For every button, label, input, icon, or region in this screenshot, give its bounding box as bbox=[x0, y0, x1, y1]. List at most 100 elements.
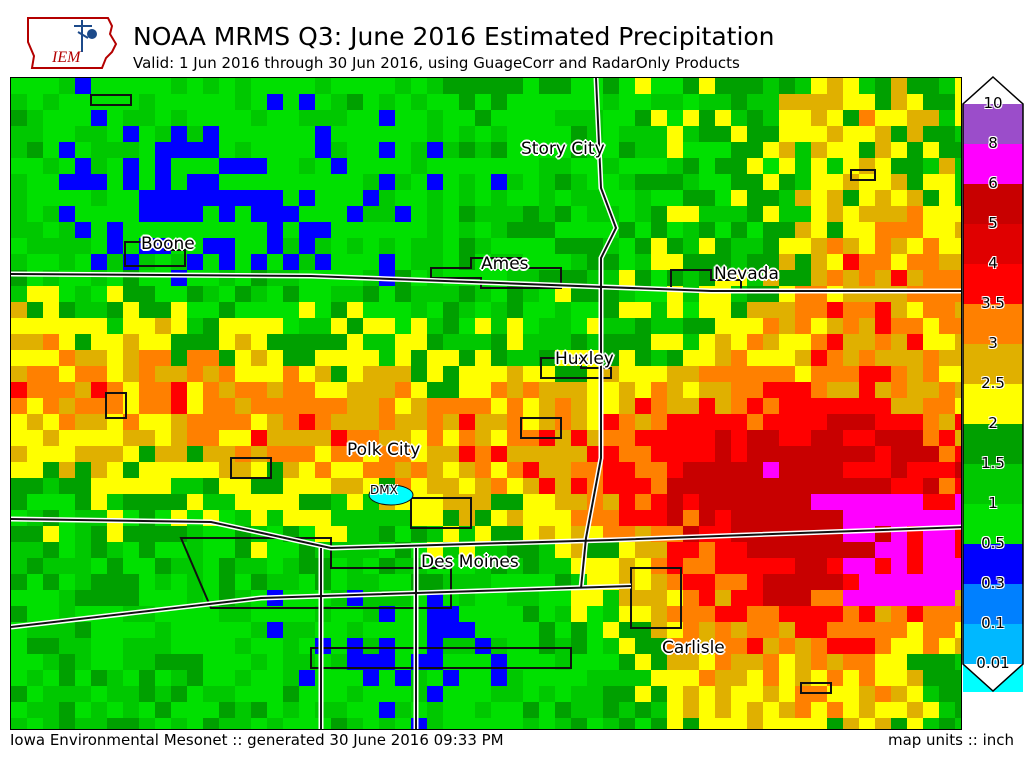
precip-cell bbox=[539, 334, 556, 351]
precip-cell bbox=[923, 238, 940, 255]
precip-cell bbox=[779, 78, 796, 95]
precip-cell bbox=[267, 94, 284, 111]
precip-cell bbox=[651, 94, 668, 111]
precip-cell bbox=[459, 334, 476, 351]
precip-cell bbox=[763, 574, 780, 591]
precip-cell bbox=[443, 350, 460, 367]
precip-cell bbox=[235, 558, 252, 575]
precip-cell bbox=[571, 590, 588, 607]
precip-cell bbox=[475, 110, 492, 127]
precip-cell bbox=[747, 590, 764, 607]
precip-cell bbox=[411, 350, 428, 367]
precip-cell bbox=[155, 574, 172, 591]
precip-cell bbox=[427, 382, 444, 399]
precip-cell bbox=[43, 142, 60, 159]
precip-cell bbox=[107, 590, 124, 607]
precip-cell bbox=[539, 638, 556, 655]
precip-cell bbox=[715, 398, 732, 415]
precip-cell bbox=[395, 414, 412, 431]
precip-cell bbox=[683, 702, 700, 719]
precip-cell bbox=[123, 190, 140, 207]
precip-cell bbox=[27, 110, 44, 127]
precip-cell bbox=[699, 190, 716, 207]
precip-cell bbox=[923, 638, 940, 655]
precip-cell bbox=[571, 398, 588, 415]
precip-cell bbox=[251, 702, 268, 719]
precip-cell bbox=[91, 718, 108, 729]
precip-cell bbox=[699, 110, 716, 127]
precip-cell bbox=[715, 366, 732, 383]
precip-cell bbox=[299, 430, 316, 447]
precip-cell bbox=[955, 606, 961, 623]
precip-cell bbox=[283, 638, 300, 655]
precip-cell bbox=[123, 382, 140, 399]
precip-cell bbox=[507, 286, 524, 303]
precip-cell bbox=[443, 158, 460, 175]
precip-cell bbox=[75, 670, 92, 687]
precip-cell bbox=[955, 430, 961, 447]
precip-cell bbox=[443, 94, 460, 111]
precip-cell bbox=[699, 318, 716, 335]
precip-cell bbox=[27, 254, 44, 271]
precip-cell bbox=[571, 510, 588, 527]
precip-cell bbox=[523, 174, 540, 191]
precip-cell bbox=[715, 206, 732, 223]
precip-cell bbox=[907, 94, 924, 111]
precip-cell bbox=[859, 478, 876, 495]
precip-cell bbox=[939, 382, 956, 399]
precip-cell bbox=[843, 318, 860, 335]
precip-cell bbox=[651, 334, 668, 351]
precip-cell bbox=[139, 510, 156, 527]
precip-cell bbox=[507, 110, 524, 127]
precip-cell bbox=[843, 478, 860, 495]
precip-cell bbox=[891, 94, 908, 111]
precip-cell bbox=[171, 222, 188, 239]
precip-cell bbox=[779, 398, 796, 415]
city-label-polk-city: Polk City bbox=[347, 440, 421, 460]
precip-cell bbox=[11, 286, 28, 303]
precip-cell bbox=[395, 286, 412, 303]
precip-cell bbox=[299, 366, 316, 383]
precip-cell bbox=[827, 590, 844, 607]
precip-cell bbox=[763, 190, 780, 207]
precip-cell bbox=[299, 318, 316, 335]
precip-cell bbox=[891, 190, 908, 207]
precip-cell bbox=[571, 270, 588, 287]
precip-cell bbox=[715, 158, 732, 175]
precip-cell bbox=[891, 206, 908, 223]
precip-cell bbox=[459, 526, 476, 543]
precip-cell bbox=[651, 318, 668, 335]
precip-cell bbox=[187, 414, 204, 431]
precip-cell bbox=[331, 126, 348, 143]
precip-cell bbox=[507, 206, 524, 223]
precip-cell bbox=[699, 94, 716, 111]
precip-cell bbox=[91, 526, 108, 543]
precip-cell bbox=[907, 142, 924, 159]
precip-cell bbox=[955, 414, 961, 431]
precip-cell bbox=[667, 606, 684, 623]
precip-cell bbox=[203, 622, 220, 639]
precip-cell bbox=[235, 398, 252, 415]
precip-cell bbox=[379, 318, 396, 335]
precip-cell bbox=[523, 526, 540, 543]
precip-cell bbox=[27, 158, 44, 175]
precip-cell bbox=[619, 702, 636, 719]
precip-cell bbox=[427, 78, 444, 95]
precip-cell bbox=[91, 590, 108, 607]
precip-cell bbox=[11, 302, 28, 319]
precip-cell bbox=[747, 398, 764, 415]
precip-cell bbox=[731, 478, 748, 495]
precip-cell bbox=[795, 254, 812, 271]
precip-cell bbox=[683, 174, 700, 191]
precip-cell bbox=[91, 110, 108, 127]
precip-cell bbox=[379, 430, 396, 447]
precip-cell bbox=[187, 366, 204, 383]
precip-cell bbox=[347, 686, 364, 703]
precip-cell bbox=[619, 206, 636, 223]
precip-cell bbox=[491, 510, 508, 527]
precip-cell bbox=[619, 110, 636, 127]
precip-cell bbox=[91, 478, 108, 495]
precip-cell bbox=[59, 542, 76, 559]
precip-cell bbox=[619, 254, 636, 271]
precip-cell bbox=[875, 558, 892, 575]
